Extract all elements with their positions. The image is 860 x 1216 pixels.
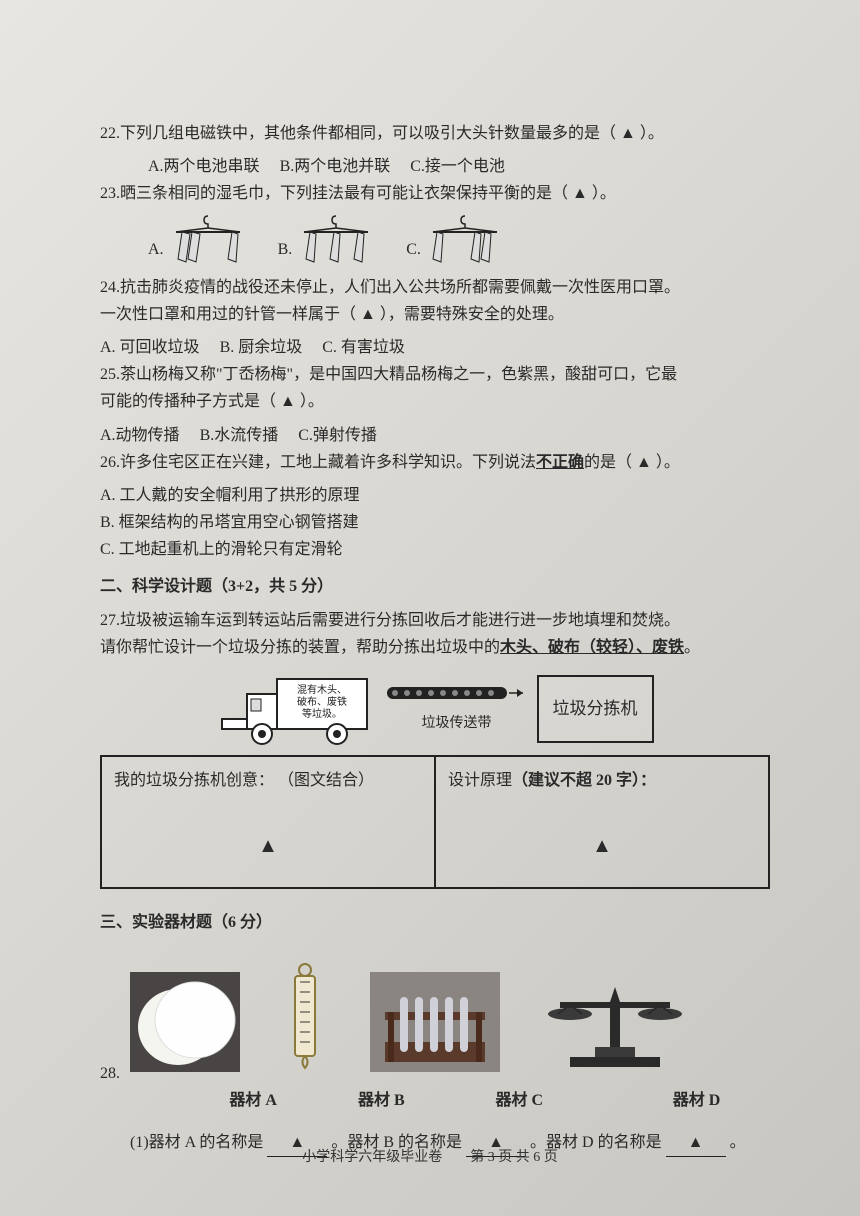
q22-text: 22.下列几组电磁铁中，其他条件都相同，可以吸引大头针数量最多的是（ ▲ ）。 (100, 125, 664, 142)
q23-label-a: A. (148, 236, 164, 263)
design-table: 我的垃圾分拣机创意： （图文结合） ▲ 设计原理（建议不超 20 字）： ▲ (100, 755, 770, 889)
q25-opt-a: A.动物传播 (100, 427, 180, 444)
q28-number: 28. (100, 1060, 120, 1087)
question-23: 23.晒三条相同的湿毛巾，下列挂法最有可能让衣架保持平衡的是（ ▲ ）。 (100, 180, 770, 207)
equip-label-a: 器材 A (199, 1087, 307, 1114)
test-tube-rack-icon (370, 972, 500, 1072)
equipment-c (370, 972, 500, 1081)
q24-line2: 一次性口罩和用过的针管一样属于（ ▲ ），需要特殊安全的处理。 (100, 301, 770, 328)
hanger-a-icon (168, 214, 248, 264)
cell1-triangle: ▲ (258, 829, 278, 863)
spring-scale-icon (280, 962, 330, 1072)
q22-options: A.两个电池串联 B.两个电池并联 C.接一个电池 (100, 153, 770, 180)
design-cell-1: 我的垃圾分拣机创意： （图文结合） ▲ (101, 756, 435, 888)
equip-label-d: 器材 D (623, 1087, 770, 1114)
q22-opt-c: C.接一个电池 (410, 158, 505, 175)
cell2-label-b: （建议不超 20 字）： (512, 772, 656, 789)
q27-line2-wrap: 请你帮忙设计一个垃圾分拣的装置，帮助分拣出垃圾中的木头、破布（较轻）、废铁。 (100, 634, 770, 661)
exam-page: 22.下列几组电磁铁中，其他条件都相同，可以吸引大头针数量最多的是（ ▲ ）。 … (0, 0, 860, 1216)
q26-opt-c: C. 工地起重机上的滑轮只有定滑轮 (100, 536, 770, 563)
footer-right: 第 3 页 共 6 页 (470, 1150, 558, 1165)
q23-diagrams: A. B. (100, 214, 770, 264)
q26-notcorrect: 不正确 (536, 454, 584, 471)
q24-line1: 24.抗击肺炎疫情的战役还未停止，人们出入公共场所都需要佩戴一次性医用口罩。 (100, 274, 770, 301)
hanger-c-icon (425, 214, 505, 264)
question-22: 22.下列几组电磁铁中，其他条件都相同，可以吸引大头针数量最多的是（ ▲ ）。 (100, 120, 770, 147)
q25-opt-c: C.弹射传播 (298, 427, 377, 444)
page-footer: 小学科学六年级毕业卷 第 3 页 共 6 页 (0, 1146, 860, 1166)
q27-diagram: 混有木头、 破布、废铁 等垃圾。 (100, 669, 770, 749)
q28-row: 28. (100, 942, 770, 1087)
equip-label-c: 器材 C (456, 1087, 583, 1114)
truck-icon: 混有木头、 破布、废铁 等垃圾。 (217, 669, 377, 749)
q25-opt-b: B.水流传播 (200, 427, 279, 444)
cell1-label: 我的垃圾分拣机创意： （图文结合） (114, 772, 374, 789)
truck-text-3: 等垃圾。 (302, 707, 342, 720)
q22-opt-b: B.两个电池并联 (280, 158, 391, 175)
truck-text-2: 破布、废铁 (297, 695, 347, 708)
belt-label: 垃圾传送带 (387, 712, 527, 736)
q23-label-b: B. (278, 236, 293, 263)
q27-line1: 27.垃圾被运输车运到转运站后需要进行分拣回收后才能进行进一步地填埋和焚烧。 (100, 607, 770, 634)
q23-option-c: C. (406, 214, 505, 264)
belt-icon (387, 683, 527, 703)
balance-scale-icon (540, 972, 690, 1072)
q27-period: 。 (684, 639, 700, 656)
cell2-triangle: ▲ (592, 829, 612, 863)
q24-opt-a: A. 可回收垃圾 (100, 339, 200, 356)
q25-line1: 25.茶山杨梅又称"丁岙杨梅"，是中国四大精品杨梅之一，色紫黑，酸甜可口，它最 (100, 361, 770, 388)
content-area: 22.下列几组电磁铁中，其他条件都相同，可以吸引大头针数量最多的是（ ▲ ）。 … (100, 120, 770, 1157)
q25-line2: 可能的传播种子方式是（ ▲ ）。 (100, 388, 770, 415)
equipment-b (280, 962, 330, 1081)
section-3-title: 三、实验器材题（6 分） (100, 909, 770, 936)
q23-label-c: C. (406, 236, 421, 263)
question-26: 26.许多住宅区正在兴建，工地上藏着许多科学知识。下列说法不正确的是（ ▲ ）。 (100, 449, 770, 476)
section-2-title: 二、科学设计题（3+2，共 5 分） (100, 573, 770, 600)
q24-opt-b: B. 厨余垃圾 (220, 339, 303, 356)
q26-tail: 的是（ ▲ ）。 (584, 454, 680, 471)
sorter-box: 垃圾分拣机 (537, 675, 654, 744)
question-24: 24.抗击肺炎疫情的战役还未停止，人们出入公共场所都需要佩戴一次性医用口罩。 一… (100, 274, 770, 328)
q27-line2: 请你帮忙设计一个垃圾分拣的装置，帮助分拣出垃圾中的 (100, 639, 500, 656)
conveyor-belt: 垃圾传送带 (387, 683, 527, 736)
truck-text-1: 混有木头、 (297, 683, 347, 696)
q22-opt-a: A.两个电池串联 (148, 158, 260, 175)
q25-options: A.动物传播 B.水流传播 C.弹射传播 (100, 422, 770, 449)
question-27: 27.垃圾被运输车运到转运站后需要进行分拣回收后才能进行进一步地填埋和焚烧。 请… (100, 607, 770, 661)
equipment-labels: 器材 A 器材 B 器材 C 器材 D (100, 1087, 770, 1114)
q26-text: 26.许多住宅区正在兴建，工地上藏着许多科学知识。下列说法 (100, 454, 536, 471)
hanger-b-icon (296, 214, 376, 264)
q26-opt-b: B. 框架结构的吊塔宜用空心钢管搭建 (100, 509, 770, 536)
filter-paper-icon (130, 972, 240, 1072)
design-cell-2: 设计原理（建议不超 20 字）： ▲ (435, 756, 769, 888)
q27-materials: 木头、破布（较轻）、废铁 (500, 639, 684, 656)
equipment-a (130, 972, 240, 1081)
q24-opt-c: C. 有害垃圾 (322, 339, 405, 356)
q26-opt-a: A. 工人戴的安全帽利用了拱形的原理 (100, 482, 770, 509)
question-25: 25.茶山杨梅又称"丁岙杨梅"，是中国四大精品杨梅之一，色紫黑，酸甜可口，它最 … (100, 361, 770, 415)
q24-options: A. 可回收垃圾 B. 厨余垃圾 C. 有害垃圾 (100, 334, 770, 361)
q23-text: 23.晒三条相同的湿毛巾，下列挂法最有可能让衣架保持平衡的是（ ▲ ）。 (100, 185, 616, 202)
cell2-label-a: 设计原理 (448, 772, 512, 789)
q23-option-a: A. (148, 214, 248, 264)
footer-left: 小学科学六年级毕业卷 (302, 1150, 442, 1165)
equipment-d (540, 972, 690, 1081)
q23-option-b: B. (278, 214, 377, 264)
equip-label-b: 器材 B (347, 1087, 416, 1114)
